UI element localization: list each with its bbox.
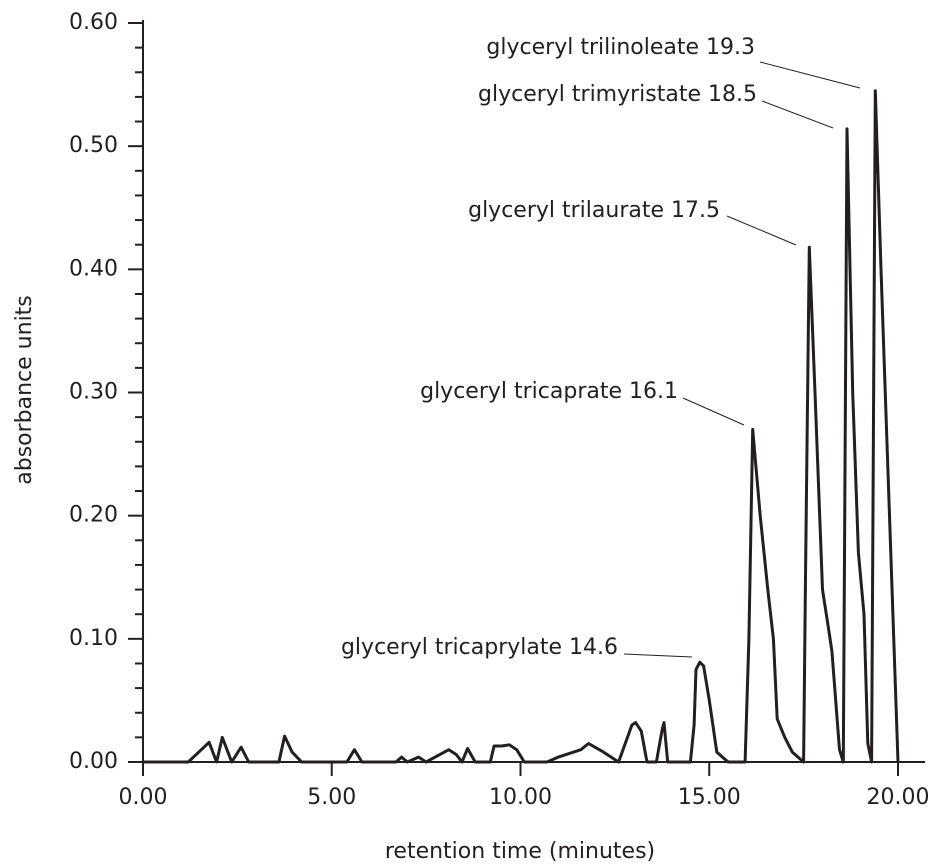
y-tick-label: 0.30 [69, 380, 118, 405]
leader-line [682, 397, 745, 426]
y-tick-label: 0.50 [69, 133, 118, 158]
y-tick-label: 0.10 [69, 626, 118, 651]
peak-label: glyceryl trilaurate 17.5 [468, 198, 720, 223]
peak-label: glyceryl tricaprate 16.1 [420, 379, 678, 404]
peak-label: glyceryl trimyristate 18.5 [478, 82, 757, 107]
x-tick-label: 5.00 [307, 785, 356, 810]
y-axis-label: absorbance units [12, 295, 37, 485]
trace [143, 89, 900, 764]
x-tick-label: 10.00 [489, 785, 552, 810]
leader-line [759, 61, 861, 89]
x-axis-label: retention time (minutes) [385, 839, 655, 864]
x-tick-label: 20.00 [867, 785, 930, 810]
leader-line [761, 100, 834, 129]
leader-line [623, 653, 693, 658]
leader-line [726, 215, 797, 246]
x-tick-label: 0.00 [119, 785, 168, 810]
y-tick-label: 0.40 [69, 256, 118, 281]
y-tick-label: 0.00 [69, 749, 118, 774]
peak-label: glyceryl trilinoleate 19.3 [486, 35, 755, 60]
x-tick-label: 15.00 [678, 785, 741, 810]
y-tick-label: 0.20 [69, 503, 118, 528]
peak-label: glyceryl tricaprylate 14.6 [341, 635, 618, 660]
y-tick-label: 0.60 [69, 10, 118, 35]
